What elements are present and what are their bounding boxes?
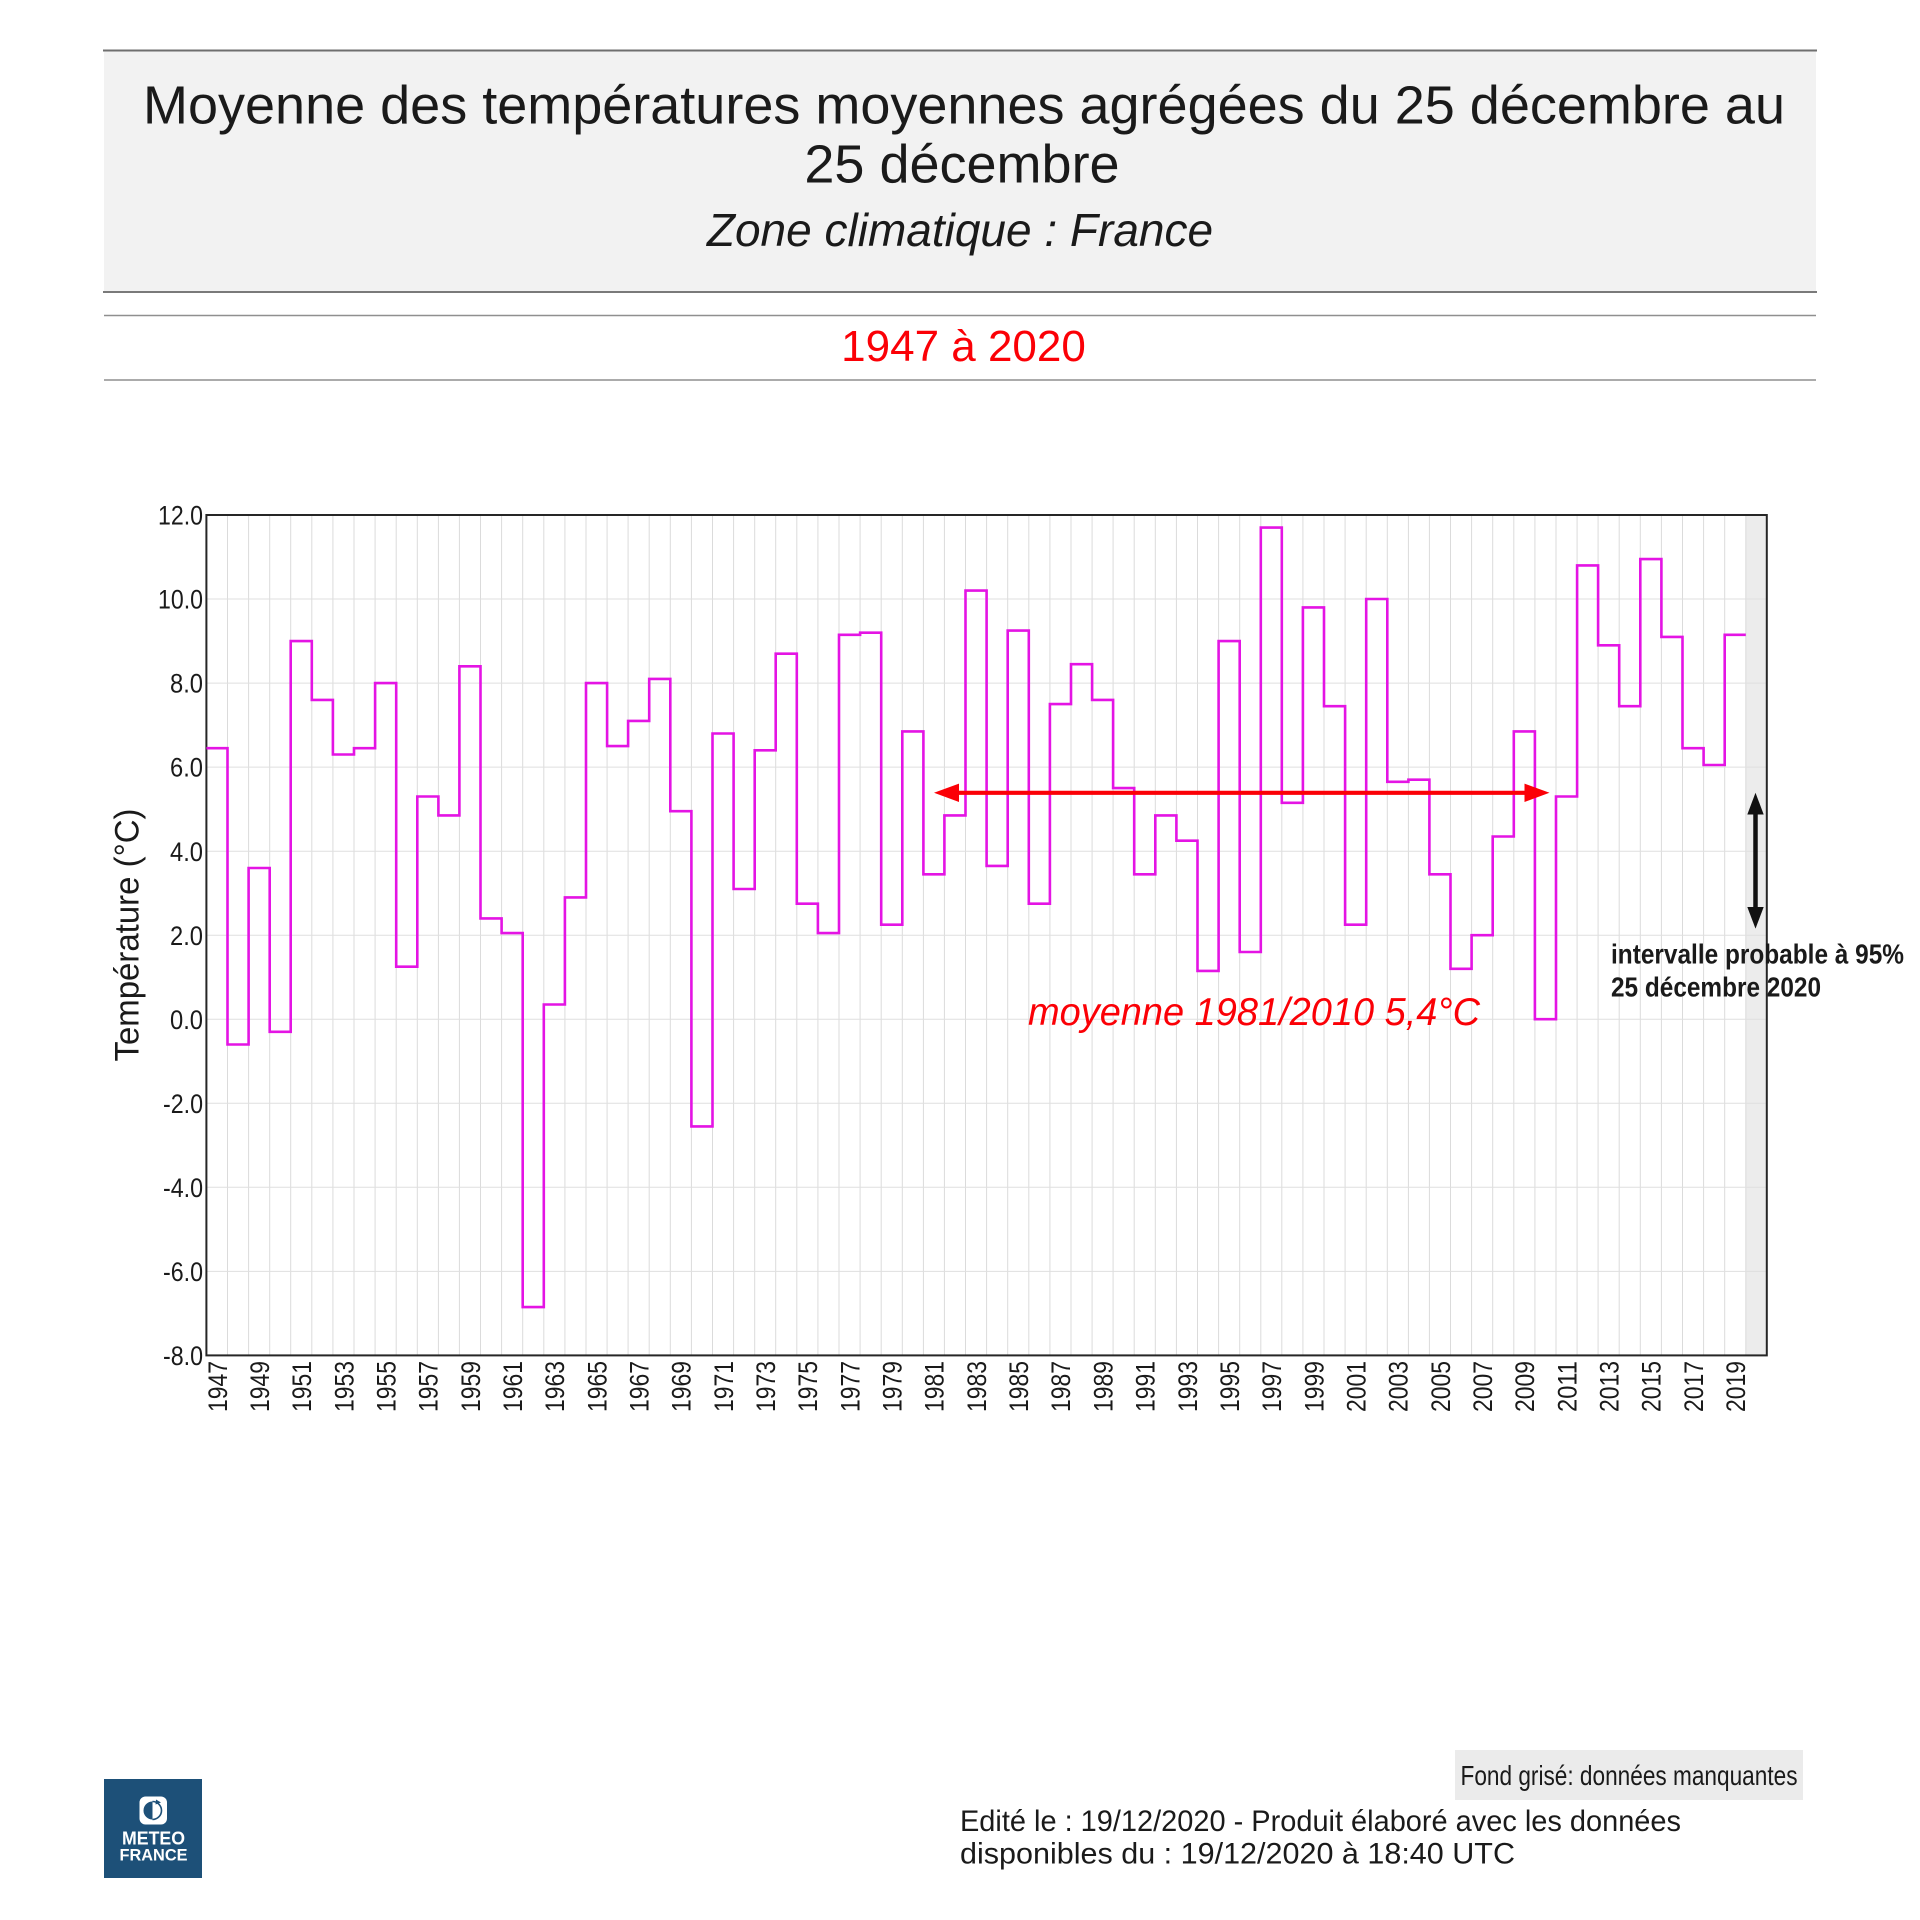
svg-text:Zone climatique : France: Zone climatique : France <box>706 204 1213 256</box>
svg-text:2013: 2013 <box>1595 1361 1625 1412</box>
svg-text:1971: 1971 <box>709 1361 739 1412</box>
svg-text:1959: 1959 <box>456 1361 486 1412</box>
svg-text:1969: 1969 <box>667 1361 697 1412</box>
svg-text:2019: 2019 <box>1721 1361 1751 1412</box>
svg-text:10.0: 10.0 <box>158 585 203 615</box>
svg-text:1977: 1977 <box>835 1361 865 1412</box>
svg-text:Edité le : 19/12/2020 - Produi: Edité le : 19/12/2020 - Produit élaboré … <box>960 1805 1681 1838</box>
svg-text:2003: 2003 <box>1384 1361 1414 1412</box>
svg-text:1947: 1947 <box>203 1361 233 1412</box>
svg-text:1967: 1967 <box>625 1361 655 1412</box>
svg-text:FRANCE: FRANCE <box>120 1846 188 1865</box>
svg-text:25 décembre: 25 décembre <box>804 135 1119 195</box>
svg-text:1965: 1965 <box>582 1361 612 1412</box>
svg-text:1979: 1979 <box>878 1361 908 1412</box>
svg-text:-6.0: -6.0 <box>163 1257 203 1287</box>
svg-text:1955: 1955 <box>371 1361 401 1412</box>
svg-text:Moyenne des températures moyen: Moyenne des températures moyennes agrégé… <box>143 76 1785 136</box>
svg-text:-8.0: -8.0 <box>163 1341 203 1371</box>
svg-text:1985: 1985 <box>1004 1361 1034 1412</box>
svg-text:2009: 2009 <box>1510 1361 1540 1412</box>
svg-text:1951: 1951 <box>287 1361 317 1412</box>
svg-text:25 décembre 2020: 25 décembre 2020 <box>1611 972 1821 1003</box>
svg-text:intervalle probable à 95%: intervalle probable à 95% <box>1611 939 1904 970</box>
svg-text:1987: 1987 <box>1046 1361 1076 1412</box>
svg-text:8.0: 8.0 <box>170 669 203 699</box>
svg-text:0.0: 0.0 <box>170 1005 203 1035</box>
svg-text:Fond grisé: données manquantes: Fond grisé: données manquantes <box>1461 1760 1798 1791</box>
svg-text:2017: 2017 <box>1679 1361 1709 1412</box>
svg-text:1973: 1973 <box>751 1361 781 1412</box>
svg-text:1993: 1993 <box>1173 1361 1203 1412</box>
svg-text:moyenne 1981/2010 5,4°C: moyenne 1981/2010 5,4°C <box>1028 991 1481 1034</box>
svg-text:disponibles du : 19/12/2020 à: disponibles du : 19/12/2020 à 18:40 UTC <box>960 1838 1515 1871</box>
svg-text:4.0: 4.0 <box>170 837 203 867</box>
svg-text:2005: 2005 <box>1426 1361 1456 1412</box>
svg-text:1963: 1963 <box>540 1361 570 1412</box>
svg-text:2001: 2001 <box>1341 1361 1371 1412</box>
svg-text:1947 à 2020: 1947 à 2020 <box>841 322 1086 371</box>
svg-text:2007: 2007 <box>1468 1361 1498 1412</box>
svg-text:2015: 2015 <box>1637 1361 1667 1412</box>
svg-text:-4.0: -4.0 <box>163 1173 203 1203</box>
svg-text:1995: 1995 <box>1215 1361 1245 1412</box>
svg-text:1999: 1999 <box>1299 1361 1329 1412</box>
svg-text:6.0: 6.0 <box>170 753 203 783</box>
svg-text:1953: 1953 <box>329 1361 359 1412</box>
svg-text:Température (°C): Température (°C) <box>109 809 147 1062</box>
svg-text:METEO: METEO <box>122 1828 185 1848</box>
svg-text:1957: 1957 <box>414 1361 444 1412</box>
svg-text:2.0: 2.0 <box>170 921 203 951</box>
svg-text:1949: 1949 <box>245 1361 275 1412</box>
svg-text:1983: 1983 <box>962 1361 992 1412</box>
svg-text:1997: 1997 <box>1257 1361 1287 1412</box>
svg-text:1981: 1981 <box>920 1361 950 1412</box>
svg-text:-2.0: -2.0 <box>163 1089 203 1119</box>
svg-text:1991: 1991 <box>1131 1361 1161 1412</box>
svg-text:12.0: 12.0 <box>158 501 203 531</box>
svg-text:1975: 1975 <box>793 1361 823 1412</box>
svg-text:1989: 1989 <box>1088 1361 1118 1412</box>
svg-text:1961: 1961 <box>498 1361 528 1412</box>
svg-text:2011: 2011 <box>1552 1361 1582 1412</box>
